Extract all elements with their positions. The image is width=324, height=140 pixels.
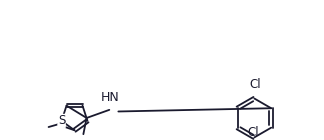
Text: HN: HN: [100, 91, 119, 104]
Text: Cl: Cl: [249, 78, 261, 91]
Text: S: S: [58, 114, 65, 127]
Text: Cl: Cl: [247, 126, 259, 139]
